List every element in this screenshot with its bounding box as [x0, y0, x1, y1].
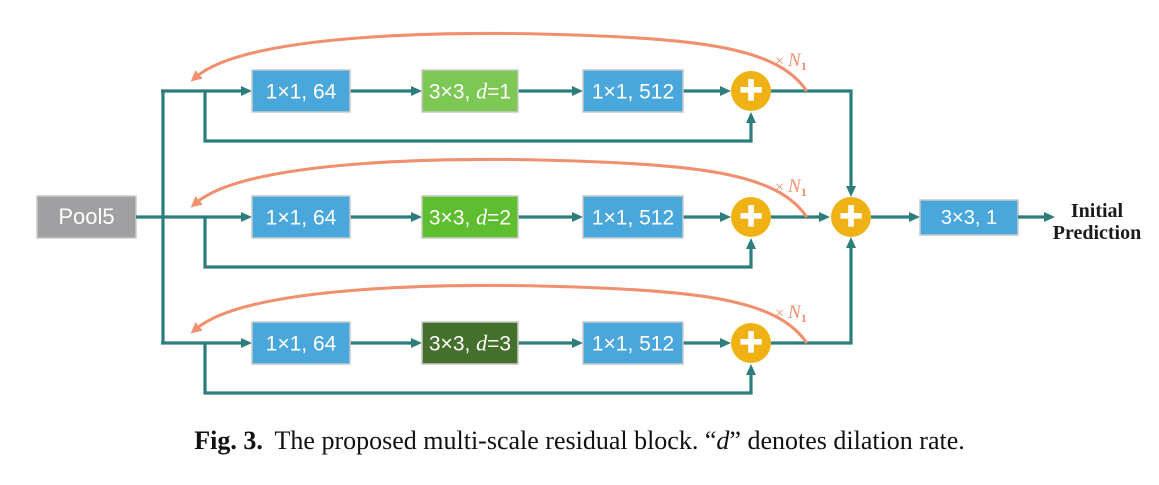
conv-box-label: 3×3, 1: [941, 207, 997, 229]
residual-branch-row-3: 1×1, 64 3×3, d=3 1×1, 512 + × N1: [161, 237, 856, 395]
figure-caption-text: The proposed multi-scale residual block.…: [274, 426, 717, 455]
conv-box-3x3-d1: [421, 69, 519, 113]
conv-box-1x1-64: [251, 321, 351, 365]
residual-branch-row-2: 1×1, 64 3×3, d=2 1×1, 512 + × N1: [136, 157, 830, 269]
conv-box-3x3-1: [919, 199, 1019, 236]
conv-box-1x1-64: [251, 195, 351, 239]
conv-box-label: 1×1, 512: [592, 333, 674, 356]
output-text-line1: Initial: [1071, 200, 1124, 222]
conv-box-label: 1×1, 64: [266, 333, 337, 356]
output-text-line2: Prediction: [1053, 222, 1142, 244]
branch-output-line: [771, 237, 856, 345]
plus-icon: +: [739, 68, 762, 112]
conv-box-1x1-64: [251, 69, 351, 113]
sum-node: [731, 71, 771, 111]
conv-box-3x3-d2: [421, 195, 519, 239]
figure-caption-label: Fig. 3.: [194, 426, 263, 455]
conv-box-1x1-512: [582, 69, 684, 113]
figure-caption-dilation-var: d: [716, 426, 730, 455]
branch-output-line: [771, 89, 856, 197]
conv-box-1x1-512: [582, 195, 684, 239]
conv-box-label: 1×1, 512: [592, 207, 674, 230]
conv-box-label: 3×3, d=3: [429, 331, 511, 356]
conv-box-label: 1×1, 64: [266, 207, 337, 230]
repeat-loop-arrow: [190, 157, 808, 218]
architecture-diagram: Pool5 1×1, 64 3×3, d=1 1×1, 512 + × N1 1…: [36, 31, 1142, 395]
input-box-label: Pool5: [58, 204, 114, 229]
repeat-times-label: × N1: [775, 176, 807, 199]
conv-box-label: 1×1, 64: [266, 81, 337, 104]
residual-branch-row-1: 1×1, 64 3×3, d=1 1×1, 512 + × N1: [161, 31, 856, 197]
skip-connection-line: [203, 217, 756, 269]
conv-box-label: 3×3, d=1: [429, 79, 511, 104]
merge-and-output: + 3×3, 1 Initial Prediction: [831, 193, 1142, 244]
figure-caption: Fig. 3. The proposed multi-scale residual…: [0, 426, 1159, 456]
conv-box-3x3-d3: [421, 321, 519, 365]
sum-node: [731, 323, 771, 363]
repeat-times-label: × N1: [775, 302, 807, 325]
conv-box-1x1-512: [582, 321, 684, 365]
repeat-loop-arrow: [190, 31, 808, 92]
plus-icon: +: [739, 194, 762, 238]
repeat-times-label: × N1: [775, 50, 807, 73]
plus-icon: +: [739, 320, 762, 364]
merge-sum-node: [831, 197, 871, 237]
figure-caption-text-end: ” denotes dilation rate.: [729, 426, 965, 455]
repeat-loop-arrow: [190, 283, 808, 344]
skip-connection-line: [203, 343, 756, 395]
conv-box-label: 3×3, d=2: [429, 205, 511, 230]
plus-icon: +: [839, 194, 862, 238]
skip-connection-line: [203, 91, 756, 143]
sum-node: [731, 197, 771, 237]
conv-box-label: 1×1, 512: [592, 81, 674, 104]
